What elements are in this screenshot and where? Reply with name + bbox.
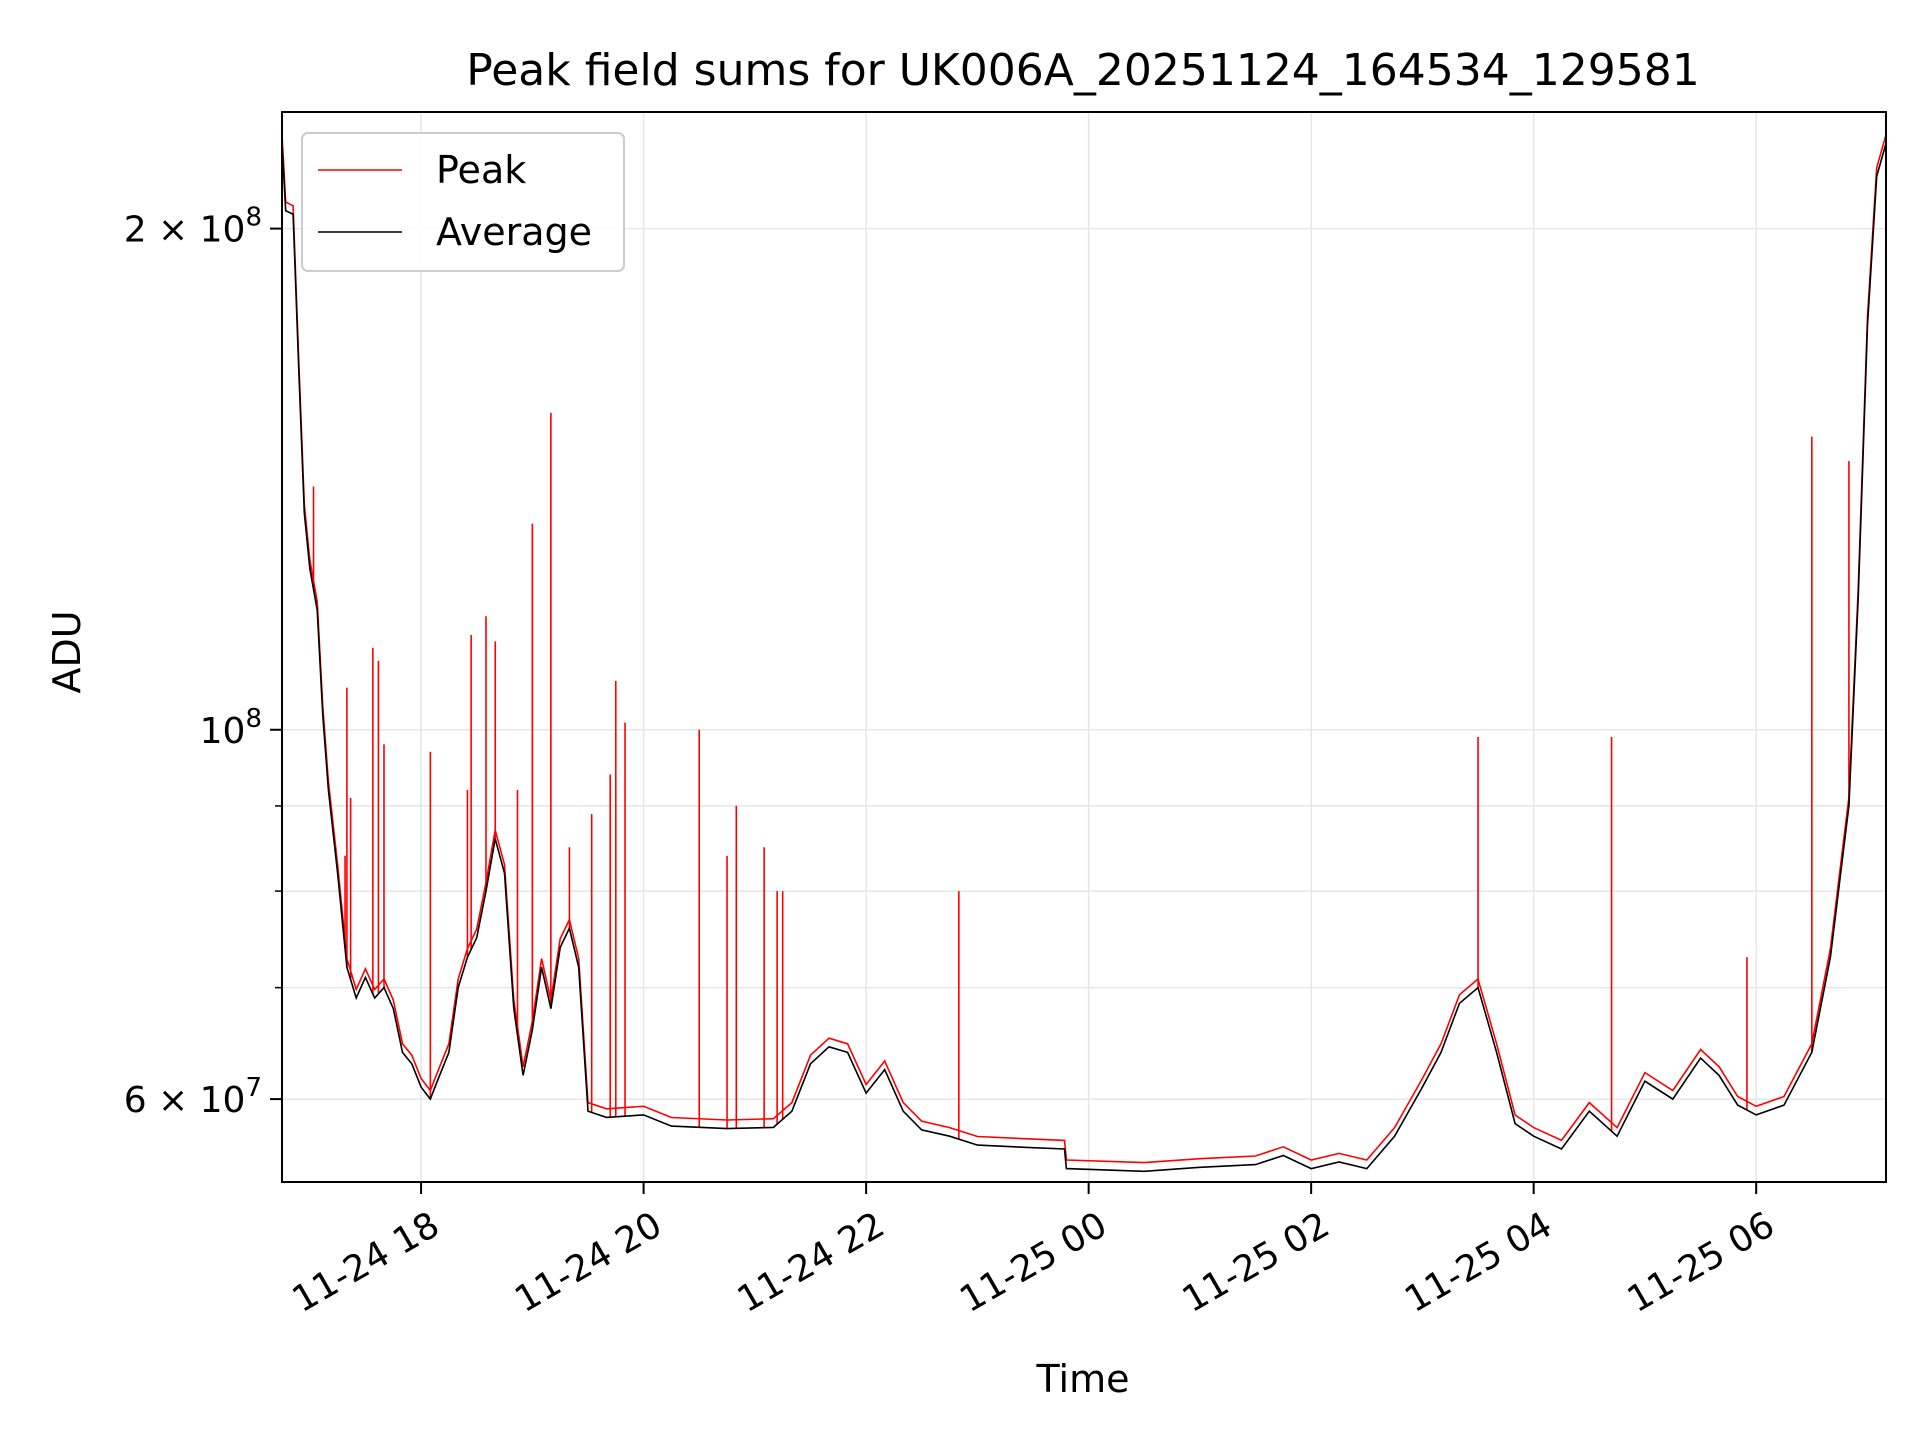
series-average-line bbox=[282, 143, 1886, 1173]
legend-box bbox=[301, 132, 625, 272]
axes-frame bbox=[281, 111, 1887, 1183]
series-peak-line bbox=[282, 134, 1886, 1164]
chart-title: Peak field sums for UK006A_20251124_1645… bbox=[466, 45, 1699, 96]
y-tick-label: 2 × 108 bbox=[124, 203, 262, 251]
legend-label-peak: Peak bbox=[436, 148, 526, 192]
x-axis-label: Time bbox=[1036, 1357, 1130, 1401]
legend-label-average: Average bbox=[436, 210, 592, 254]
y-axis-label: ADU bbox=[45, 610, 89, 693]
legend: Peak Average bbox=[301, 132, 625, 272]
y-tick-label: 6 × 107 bbox=[124, 1073, 262, 1121]
y-tick-label: 108 bbox=[200, 704, 262, 752]
